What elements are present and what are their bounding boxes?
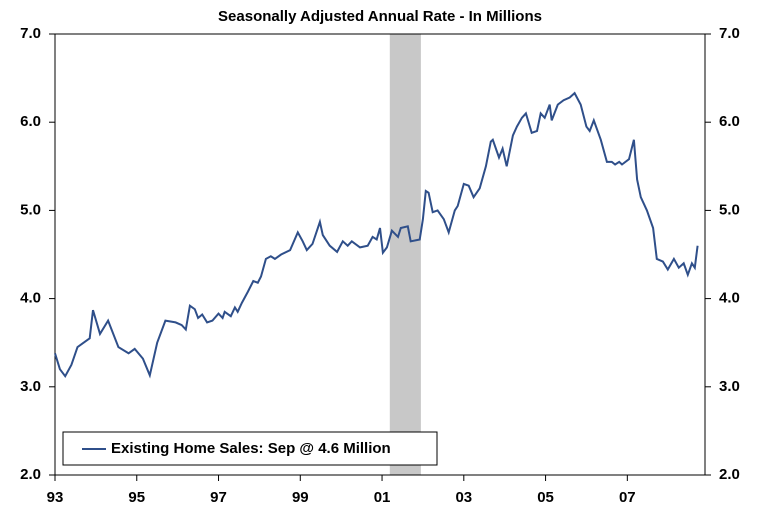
plot-frame [54, 33, 706, 476]
recession-band [389, 34, 421, 475]
x-tick-label: 95 [128, 489, 145, 506]
y-tick-label: 7.0 [20, 25, 41, 42]
y-tick-label: 4.0 [20, 290, 41, 307]
y2-tick-label: 5.0 [719, 201, 740, 218]
x-tick-label: 03 [455, 489, 472, 506]
x-tick-label: 93 [47, 489, 64, 506]
legend-label: Existing Home Sales: Sep @ 4.6 Million [111, 440, 391, 457]
y-tick-label: 5.0 [20, 201, 41, 218]
y-tick-label: 6.0 [20, 113, 41, 130]
x-tick-label: 97 [210, 489, 227, 506]
legend-box [62, 431, 438, 466]
y2-tick-label: 7.0 [719, 25, 740, 42]
y-tick-label: 3.0 [20, 378, 41, 395]
y2-tick-label: 2.0 [719, 466, 740, 483]
x-tick-label: 05 [537, 489, 554, 506]
x-tick-label: 01 [374, 489, 391, 506]
series-line [54, 91, 699, 379]
y-tick-label: 2.0 [20, 466, 41, 483]
chart-subtitle: Seasonally Adjusted Annual Rate - In Mil… [218, 8, 542, 25]
x-tick-label: 99 [292, 489, 309, 506]
y2-tick-label: 6.0 [719, 113, 740, 130]
x-tick-label: 07 [619, 489, 636, 506]
y2-tick-label: 4.0 [719, 290, 740, 307]
y2-tick-label: 3.0 [719, 378, 740, 395]
